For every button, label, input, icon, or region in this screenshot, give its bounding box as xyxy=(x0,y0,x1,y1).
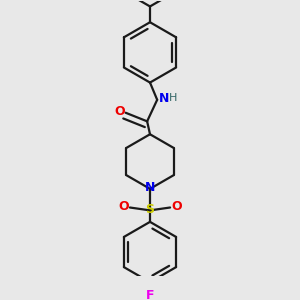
Text: F: F xyxy=(146,290,154,300)
Text: N: N xyxy=(145,182,155,194)
Text: N: N xyxy=(159,92,169,105)
Text: O: O xyxy=(171,200,182,213)
Text: S: S xyxy=(146,203,154,216)
Text: H: H xyxy=(169,93,178,103)
Text: O: O xyxy=(114,105,124,118)
Text: O: O xyxy=(118,200,129,213)
